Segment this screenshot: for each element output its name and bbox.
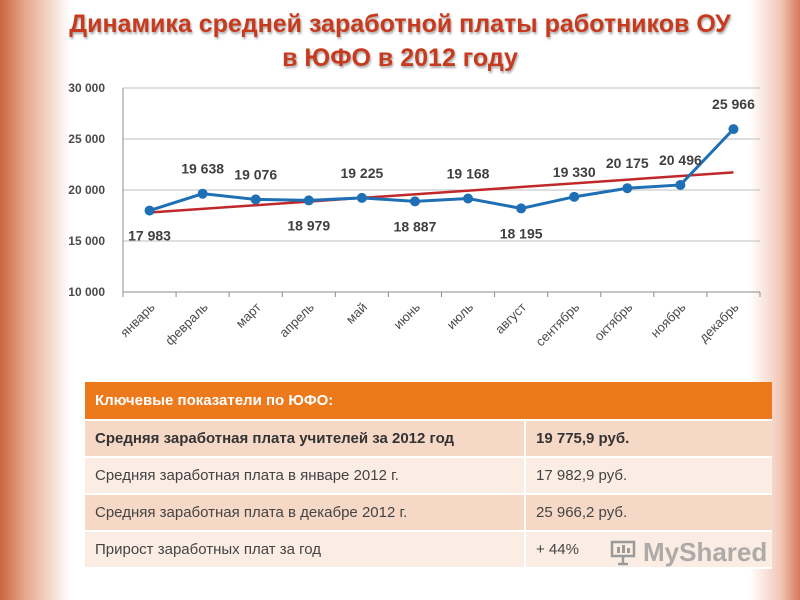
row-label: Прирост заработных плат за год [85, 531, 526, 569]
watermark-logo-icon [610, 540, 636, 566]
row-value: 17 982,9 руб. [525, 457, 772, 495]
key-indicators-table: Ключевые показатели по ЮФО: Средняя зара… [85, 382, 772, 569]
data-point [569, 191, 580, 202]
x-tick-label: март [233, 299, 264, 330]
data-point [463, 193, 474, 204]
table-header: Ключевые показатели по ЮФО: [85, 382, 772, 421]
data-label: 25 966 [712, 96, 755, 112]
left-decor-gradient [0, 0, 70, 600]
x-tick-label: июль [444, 299, 477, 332]
y-tick-label: 25 000 [68, 132, 105, 146]
data-label: 19 076 [234, 166, 277, 182]
chart-title-line2: в ЮФО в 2012 году [282, 44, 518, 72]
row-value: 19 775,9 руб. [525, 420, 772, 458]
data-point [516, 203, 527, 214]
table-row: Средняя заработная плата в январе 2012 г… [85, 457, 772, 495]
data-point [409, 196, 420, 207]
data-label: 18 887 [394, 218, 437, 234]
y-tick-label: 30 000 [68, 81, 105, 95]
y-tick-label: 20 000 [68, 183, 105, 197]
table-row: Средняя заработная плата учителей за 201… [85, 420, 772, 458]
y-tick-label: 15 000 [68, 234, 105, 248]
table-row: Средняя заработная плата в декабре 2012 … [85, 494, 772, 532]
data-point [197, 188, 208, 199]
line-chart: 10 000 15 000 20 000 25 000 30 000 январь февр… [68, 81, 761, 349]
data-point [675, 179, 686, 190]
y-tick-label: 10 000 [68, 285, 105, 299]
x-tick-label: май [343, 300, 370, 327]
watermark-text: MyShared [643, 537, 768, 567]
data-label: 20 175 [606, 155, 649, 171]
trend-line [149, 171, 734, 214]
x-tick-label: август [492, 299, 529, 336]
x-tick-label: июнь [391, 299, 424, 332]
data-label: 19 168 [447, 165, 490, 181]
data-label: 18 195 [500, 225, 543, 241]
table-row: Прирост заработных плат за год + 44% [85, 531, 772, 569]
row-label: Средняя заработная плата в декабре 2012 … [85, 494, 526, 532]
x-tick-label: октябрь [591, 299, 635, 343]
row-value: 25 966,2 руб. [525, 494, 772, 532]
x-tick-label: апрель [276, 299, 317, 340]
data-point [728, 124, 739, 135]
data-point [303, 195, 314, 206]
data-label: 17 983 [128, 228, 171, 244]
data-label: 19 225 [340, 165, 383, 181]
x-tick-label: декабрь [696, 299, 742, 345]
x-tick-label: сентябрь [533, 299, 583, 349]
row-value: + 44% [525, 531, 772, 569]
x-tick-label: февраль [162, 299, 211, 348]
data-label: 20 496 [659, 152, 702, 168]
data-label: 19 638 [181, 161, 224, 177]
series-line [149, 128, 735, 213]
x-tick-label: ноябрь [648, 299, 689, 340]
table-header-row: Ключевые показатели по ЮФО: [85, 382, 772, 421]
data-point [144, 205, 155, 216]
data-label: 18 979 [287, 217, 330, 233]
chart-title-line1: Динамика средней заработной платы работн… [69, 10, 731, 38]
x-tick-label: январь [117, 299, 158, 340]
data-label: 19 330 [553, 164, 596, 180]
row-label: Средняя заработная плата в январе 2012 г… [85, 457, 526, 495]
row-label: Средняя заработная плата учителей за 201… [85, 420, 526, 458]
data-point [356, 192, 367, 203]
data-point [622, 183, 633, 194]
data-point [250, 194, 261, 205]
